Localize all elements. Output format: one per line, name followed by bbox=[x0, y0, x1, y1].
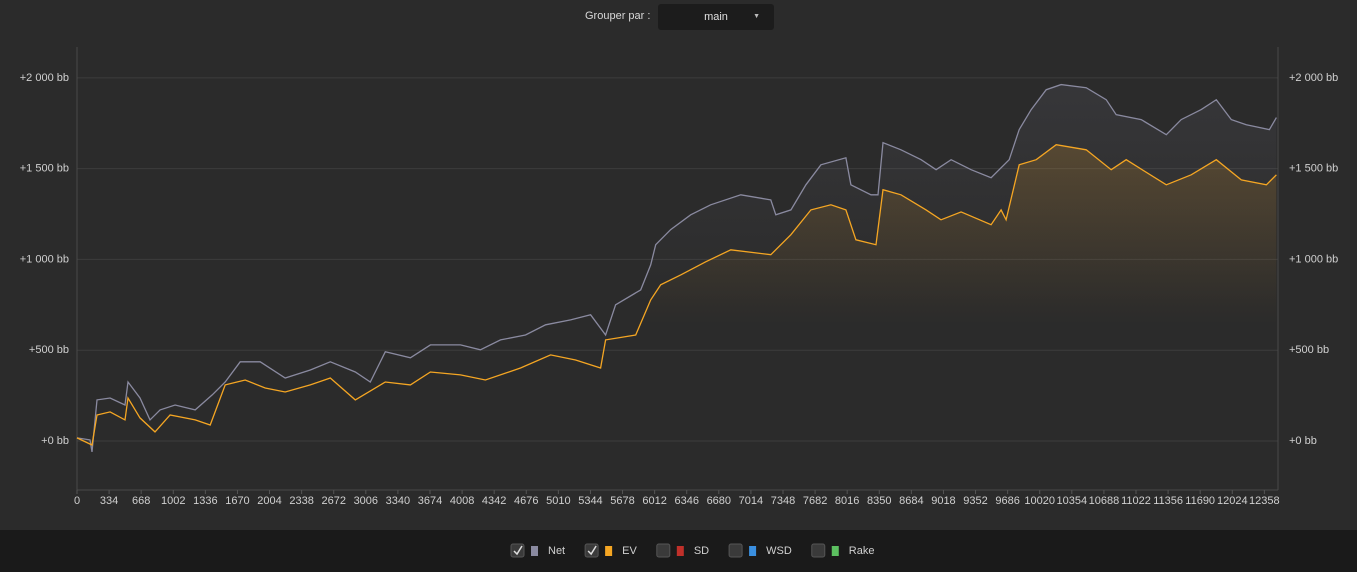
x-tick-label: 12358 bbox=[1249, 495, 1280, 507]
x-tick-label: 10020 bbox=[1024, 495, 1055, 507]
y2-tick-label: +1 500 bb bbox=[1289, 163, 1338, 175]
checkmark bbox=[587, 545, 597, 556]
x-tick-label: 7682 bbox=[803, 495, 827, 507]
x-tick-label: 2672 bbox=[321, 495, 345, 507]
y-tick-label: +500 bb bbox=[29, 344, 69, 356]
x-tick-label: 3006 bbox=[354, 495, 378, 507]
x-tick-label: 334 bbox=[100, 495, 118, 507]
toolbar: Grouper par : main bbox=[0, 0, 1357, 36]
y-tick-label: +2 000 bb bbox=[20, 72, 69, 84]
x-tick-label: 11690 bbox=[1185, 495, 1215, 507]
x-tick-label: 8016 bbox=[835, 495, 859, 507]
legend-swatch bbox=[605, 546, 613, 556]
checkmark bbox=[513, 545, 523, 556]
x-tick-label: 4676 bbox=[514, 495, 538, 507]
x-tick-label: 8350 bbox=[867, 495, 891, 507]
x-tick-label: 6346 bbox=[674, 495, 698, 507]
x-tick-label: 1336 bbox=[193, 495, 217, 507]
y-tick-label: +1 500 bb bbox=[20, 163, 69, 175]
x-tick-label: 3340 bbox=[386, 495, 410, 507]
x-tick-label: 7348 bbox=[771, 495, 795, 507]
x-tick-label: 5010 bbox=[546, 495, 570, 507]
legend-label: WSD bbox=[766, 545, 792, 557]
series-line bbox=[76, 83, 1277, 453]
y2-tick-label: +1 000 bb bbox=[1289, 253, 1338, 265]
x-tick-label: 7014 bbox=[739, 495, 763, 507]
x-tick-label: 11022 bbox=[1121, 495, 1151, 507]
legend-swatch bbox=[676, 546, 684, 556]
x-tick-label: 11356 bbox=[1153, 495, 1183, 507]
legend-label: Rake bbox=[849, 545, 875, 557]
x-tick-label: 9686 bbox=[995, 495, 1019, 507]
legend-checkbox[interactable] bbox=[811, 543, 826, 558]
x-tick-label: 10354 bbox=[1057, 495, 1088, 507]
x-tick-label: 9352 bbox=[963, 495, 987, 507]
x-tick-label: 668 bbox=[132, 495, 150, 507]
x-tick-label: 1002 bbox=[161, 495, 185, 507]
legend-swatch bbox=[749, 546, 757, 556]
x-tick-label: 10688 bbox=[1089, 495, 1120, 507]
legend-label: Net bbox=[548, 545, 565, 557]
x-tick-label: 9018 bbox=[931, 495, 955, 507]
area-fill bbox=[77, 144, 1277, 445]
y-tick-label: +1 000 bb bbox=[20, 253, 69, 265]
x-tick-label: 1670 bbox=[225, 495, 249, 507]
legend-checkbox[interactable] bbox=[584, 543, 599, 558]
y-tick-label: +0 bb bbox=[41, 435, 69, 447]
x-tick-label: 3674 bbox=[418, 495, 442, 507]
x-tick-label: 4342 bbox=[482, 495, 506, 507]
y2-tick-label: +500 bb bbox=[1289, 344, 1329, 356]
legend-swatch bbox=[831, 546, 839, 556]
group-label: Grouper par : bbox=[585, 10, 651, 22]
legend-checkbox[interactable] bbox=[510, 543, 525, 558]
group-select[interactable]: main bbox=[658, 4, 774, 30]
y2-tick-label: +2 000 bb bbox=[1289, 72, 1338, 84]
x-tick-label: 4008 bbox=[450, 495, 474, 507]
x-tick-label: 2004 bbox=[257, 495, 281, 507]
x-tick-label: 8684 bbox=[899, 495, 923, 507]
x-tick-label: 0 bbox=[74, 495, 80, 507]
x-tick-label: 5344 bbox=[578, 495, 602, 507]
x-tick-label: 12024 bbox=[1217, 495, 1248, 507]
legend-label: SD bbox=[694, 545, 709, 557]
y2-tick-label: +0 bb bbox=[1289, 435, 1317, 447]
x-tick-label: 6680 bbox=[707, 495, 731, 507]
x-tick-label: 5678 bbox=[610, 495, 634, 507]
legend-swatch bbox=[531, 546, 538, 556]
series-line bbox=[76, 144, 1277, 446]
x-tick-label: 6012 bbox=[642, 495, 666, 507]
legend-checkbox[interactable] bbox=[728, 543, 743, 558]
legend-label: EV bbox=[622, 545, 637, 557]
legend-checkbox[interactable] bbox=[656, 543, 671, 558]
x-tick-label: 2338 bbox=[289, 495, 313, 507]
